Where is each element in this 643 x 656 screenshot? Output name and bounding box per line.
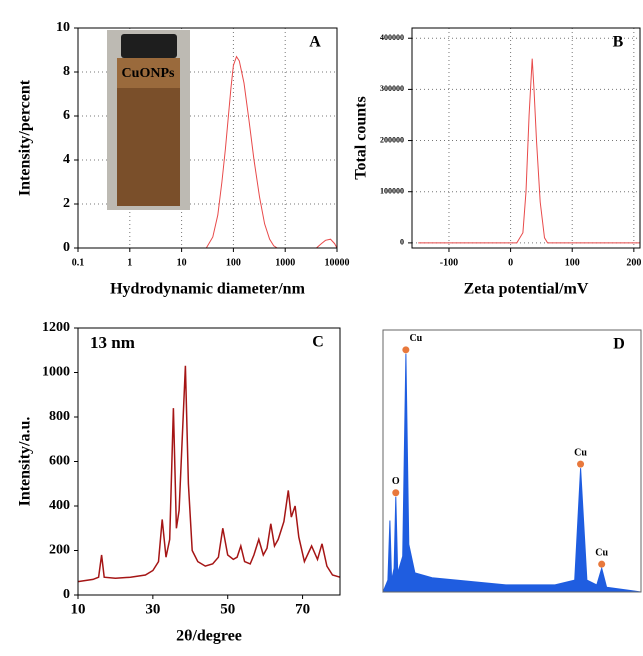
- peak-label: Cu: [574, 447, 587, 458]
- y-tick-label: 0: [63, 240, 70, 255]
- x-tick-label: 100: [565, 257, 580, 268]
- y-tick-label: 400000: [380, 33, 404, 42]
- y-axis-label: Total counts: [353, 96, 370, 179]
- y-tick-label: 600: [49, 454, 70, 469]
- x-tick-label: 70: [295, 601, 310, 617]
- y-tick-label: 0: [400, 238, 404, 247]
- y-tick-label: 200000: [380, 135, 404, 144]
- panel: -100 0 100 200 0 100000 200000 300000 400000 B Zet…: [353, 27, 641, 298]
- y-tick-label: 1200: [42, 320, 70, 335]
- x-tick-label: 200: [626, 257, 641, 268]
- vial-label-band: [117, 58, 180, 88]
- y-tick-label: 2: [63, 196, 70, 211]
- x-tick-label: 1000: [275, 257, 295, 268]
- peak-marker: [392, 489, 400, 497]
- panel-label: D: [613, 336, 625, 353]
- plot-frame: [411, 27, 641, 249]
- plot-frame: [77, 327, 341, 596]
- inset-photo: CuONPs: [107, 30, 190, 210]
- x-tick-label: 0.1: [72, 257, 85, 268]
- y-tick-label: 1000: [42, 365, 70, 380]
- plot-frame: [77, 27, 338, 249]
- y-tick-label: 6: [63, 108, 70, 123]
- line: [77, 365, 341, 583]
- line: [78, 55, 338, 249]
- plot-frame: [382, 329, 642, 593]
- y-tick-label: 10: [56, 20, 70, 35]
- area: [382, 353, 642, 593]
- y-tick-label: 300000: [380, 84, 404, 93]
- panel-label: C: [312, 334, 324, 351]
- peak-marker: [598, 560, 606, 568]
- panel: 10 30 50 70 0 200 400 600 800 1000 1200 C 13 nm 2θ/de…: [17, 320, 341, 645]
- y-tick-label: 100000: [380, 187, 404, 196]
- annotation: 13 nm: [90, 333, 135, 352]
- y-tick-label: 0: [63, 587, 70, 602]
- peak-label: Cu: [409, 333, 422, 344]
- y-axis-label: Intensity/a.u.: [17, 417, 34, 507]
- x-tick-label: -100: [440, 257, 458, 268]
- inset-label: CuONPs: [122, 66, 175, 81]
- x-axis-label: 2θ/degree: [176, 628, 242, 645]
- x-tick-label: 10: [177, 257, 187, 268]
- panel-label: B: [613, 34, 624, 51]
- peak-label: Cu: [595, 547, 608, 558]
- y-axis-label: Intensity/percent: [17, 79, 34, 196]
- x-tick-label: 100: [226, 257, 241, 268]
- y-tick-label: 8: [63, 64, 70, 79]
- y-tick-label: 200: [49, 543, 70, 558]
- peak-marker: [577, 460, 585, 468]
- x-tick-label: 10000: [325, 257, 350, 268]
- y-tick-label: 400: [49, 498, 70, 513]
- x-tick-label: 50: [220, 601, 235, 617]
- x-axis-label: Hydrodynamic diameter/nm: [110, 281, 305, 298]
- vial-cap: [121, 34, 177, 58]
- panel: D O Cu Cu Cu: [382, 329, 642, 593]
- x-tick-label: 10: [71, 601, 86, 617]
- x-tick-label: 1: [127, 257, 132, 268]
- peak-marker: [402, 346, 410, 354]
- peak-label: O: [392, 476, 400, 487]
- panel: 0.1 1 10 100 1000 10000 0 2 4 6 8 10 A Hydrodynamic d…: [17, 20, 350, 297]
- y-tick-label: 4: [63, 152, 70, 167]
- y-tick-label: 800: [49, 409, 70, 424]
- x-tick-label: 0: [508, 257, 513, 268]
- line: [418, 58, 640, 244]
- panel-label: A: [309, 34, 321, 51]
- x-axis-label: Zeta potential/mV: [464, 281, 589, 298]
- x-tick-label: 30: [145, 601, 160, 617]
